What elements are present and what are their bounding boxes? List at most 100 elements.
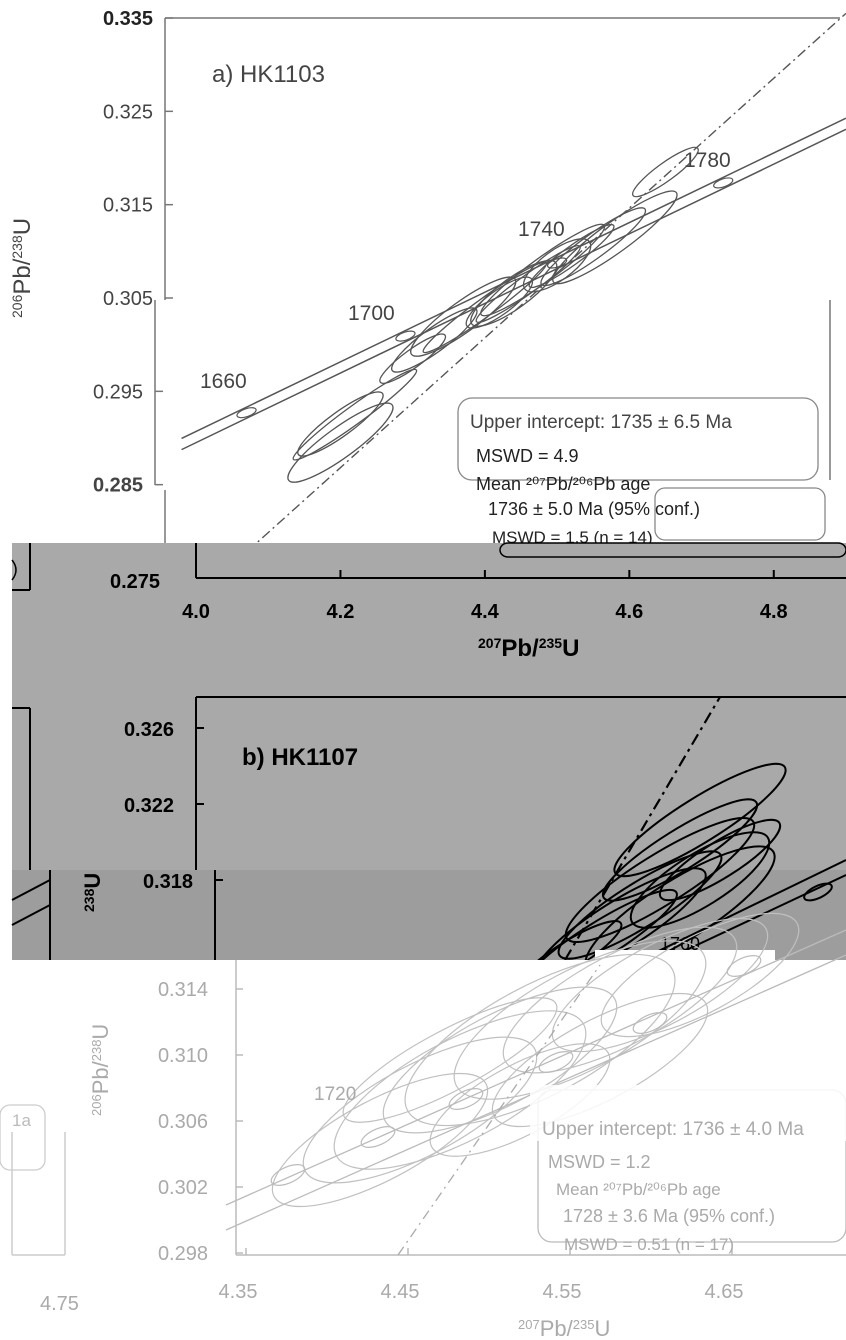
panel-a-ytick-label: 0.335 [103, 8, 153, 30]
panel-c-ytick-label: 0.306 [158, 1111, 208, 1133]
panel-a-error-ellipse [632, 146, 699, 198]
gray-band-lower [12, 870, 846, 960]
panel-c-age-marker [538, 1051, 574, 1073]
left-fragment-tick: 4.75 [40, 1293, 79, 1315]
panel-b-error-ellipse [629, 831, 771, 929]
panel-a-x-ticks: 4.0 4.2 4.4 4.6 4.8 [182, 570, 788, 623]
panel-c-age-marker [632, 1012, 668, 1034]
panel-c-background [0, 960, 846, 1340]
panel-c-ytick-label: 0.298 [158, 1243, 208, 1265]
panel-b-age-label: 1760 [660, 934, 700, 954]
panel-a-xtick-label: 4.6 [615, 601, 643, 623]
panel-c-y-axis-title: 206Pb/238U [88, 1024, 113, 1116]
panel-b-error-ellipse [658, 818, 782, 902]
panel-a-error-ellipse [552, 190, 678, 285]
left-concordia-fragment-2 [11, 904, 51, 926]
panel-b-ytick-label: 0.326 [124, 719, 174, 741]
panel-b-ytick-label: 0.318 [143, 871, 193, 893]
panel-c-error-ellipse [302, 1036, 538, 1184]
panel-b-y-ticks: 0.318 0.322 0.326 [124, 719, 223, 893]
panel-b-label: b) HK1107 [242, 744, 358, 771]
panel-b-age-marker [803, 882, 833, 902]
gray-band-upper [12, 543, 846, 870]
panel-c-mean-mswd: MSWD = 0.51 (n = 17) [564, 1235, 734, 1254]
panel-c-ytick-label: 0.314 [158, 979, 208, 1001]
panel-a-ytick-label: 0.295 [93, 381, 143, 403]
panel-c-ytick-label: 0.310 [158, 1045, 208, 1067]
panel-a-error-ellipse [292, 368, 418, 461]
panel-a-error-ellipse [540, 207, 647, 287]
panel-c-xtick-label: 4.45 [381, 1281, 420, 1303]
panel-a-ytick-bottom: 0.275 [110, 571, 160, 593]
left-fragment-curve [11, 559, 17, 581]
panel-a-upper-intercept: Upper intercept: 1735 ± 6.5 Ma [470, 412, 732, 433]
panel-c-age-marker [270, 1164, 306, 1186]
panel-c-xtick-label: 4.65 [705, 1281, 744, 1303]
panel-c-age-marker [448, 1088, 484, 1110]
panel-b-discordia-line [564, 696, 721, 961]
panel-a-age-label: 1700 [348, 302, 395, 325]
panel-a-result-box-edge [499, 542, 846, 558]
panel-a-age-marker [236, 407, 257, 419]
panel-b-y-axis-title-fragment: 238U [80, 873, 105, 912]
panel-a-ytick-label: 0.305 [103, 288, 153, 310]
panel-c-mean-age-title: Mean ²⁰⁷Pb/²⁰⁶Pb age [556, 1180, 721, 1199]
left-fragment-box-c [0, 1104, 46, 1171]
panel-a-y-axis-title: 206Pb/238U [9, 218, 36, 318]
panel-a-error-ellipse [297, 391, 384, 457]
panel-a-concordia-line [181, 128, 846, 451]
panel-b-error-ellipse [564, 816, 756, 944]
panel-b-ytick-label: 0.322 [124, 795, 174, 817]
panel-a-result-box-lower [654, 487, 826, 541]
left-concordia-fragment-1 [11, 879, 51, 901]
panel-a-ytick-label: 0.325 [103, 101, 153, 123]
panel-c-x-axis-title: 207Pb/235U [518, 1316, 610, 1340]
panel-c-error-ellipse [600, 912, 800, 1038]
panel-c-upper-intercept: Upper intercept: 1736 ± 4.0 Ma [542, 1119, 804, 1140]
panel-c-concordia-line [225, 929, 846, 1206]
panel-c-age-marker [726, 955, 762, 977]
panel-a-ytick-label: 0.315 [103, 195, 153, 217]
left-fragment-text: 1a [12, 1111, 31, 1130]
panel-a-xtick-label: 4.8 [760, 601, 788, 623]
panel-c-mswd: MSWD = 1.2 [548, 1152, 651, 1172]
panel-b-concordia-line [639, 859, 846, 961]
panel-c-xtick-label: 4.35 [219, 1281, 258, 1303]
panel-a-error-ellipse [528, 223, 615, 289]
panel-a-y-ticks: 0.285 0.295 0.305 0.315 0.325 0.335 [93, 8, 173, 497]
panel-c-xtick-label: 4.55 [543, 1281, 582, 1303]
panel-a-error-ellipse [379, 333, 447, 384]
panel-a-mswd: MSWD = 4.9 [476, 446, 579, 466]
panel-a-discordia-line [217, 12, 846, 579]
panel-c-error-ellipse [342, 997, 558, 1123]
panel-a-xtick-label: 4.4 [471, 601, 500, 623]
panel-a-age-marker [395, 330, 416, 342]
panel-c-age-marker [360, 1126, 396, 1148]
panel-a-xtick-label: 4.2 [327, 601, 355, 623]
panel-b-error-ellipse [601, 798, 759, 902]
panel-c-error-ellipse [271, 1072, 489, 1208]
panel-c-ellipses [271, 912, 800, 1208]
panel-c-mean-age: 1728 ± 3.6 Ma (95% conf.) [563, 1206, 775, 1226]
panel-a-mean-age-title: Mean ²⁰⁷Pb/²⁰⁶Pb age [476, 474, 650, 494]
panel-a-age-marker [713, 177, 734, 189]
panel-a-result-box [457, 397, 819, 481]
panel-c-y-ticks: 0.298 0.302 0.306 0.310 0.314 [158, 979, 243, 1265]
panel-c-ytick-label: 0.302 [158, 1177, 208, 1199]
panel-a-age-label: 1780 [684, 149, 731, 172]
panel-c-error-ellipse [453, 940, 707, 1100]
panel-a-mean-age: 1736 ± 5.0 Ma (95% conf.) [488, 499, 700, 519]
panel-a-age-label: 1660 [200, 370, 247, 393]
panel-c-x-ticks: 4.35 4.45 4.55 4.65 [219, 1248, 744, 1303]
panel-c-result-backdrop [530, 1085, 846, 1141]
panel-c-overlap [595, 950, 775, 964]
gray-region: 4.0 4.2 4.4 4.6 4.8 0.275 207Pb/235U b) HK11… [11, 542, 846, 992]
panel-a-xtick-label: 4.0 [182, 601, 210, 623]
panel-a-error-ellipse [287, 402, 394, 483]
panel-a-error-ellipse [391, 307, 478, 373]
panel-a-label: a) HK1103 [212, 61, 325, 88]
panel-c-error-ellipse [551, 917, 769, 1053]
panel-c-error-ellipse [502, 926, 738, 1074]
